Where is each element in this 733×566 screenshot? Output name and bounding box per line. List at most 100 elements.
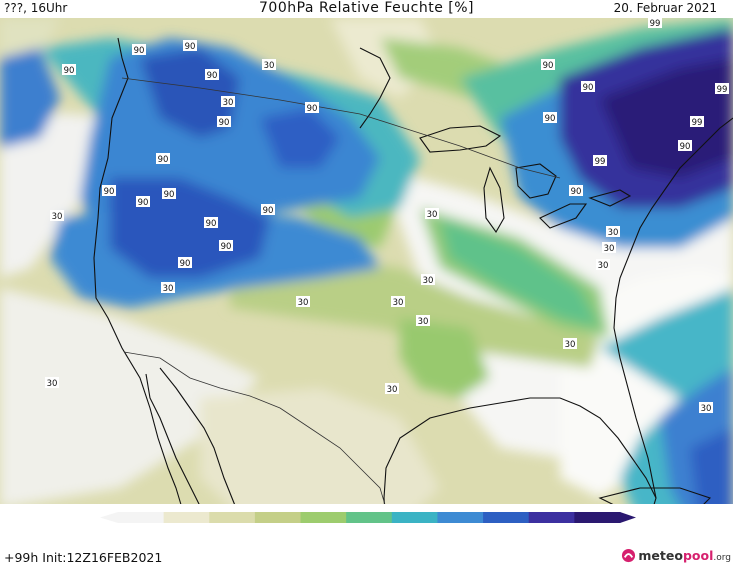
contour-label-text: 30 — [565, 340, 576, 350]
humidity-field — [0, 18, 733, 526]
contour-label: 30 — [262, 59, 276, 71]
colorbar-swatch — [483, 512, 530, 523]
contour-label: 30 — [421, 274, 435, 286]
contour-label: 30 — [221, 96, 235, 108]
contour-label-text: 30 — [387, 385, 398, 395]
contour-label-text: 90 — [221, 242, 232, 252]
colorbar-swatch — [346, 512, 393, 523]
contour-label-text: 99 — [650, 19, 661, 29]
contour-label-box — [132, 44, 146, 55]
contour-label-box — [156, 153, 170, 164]
contour-label: 90 — [162, 188, 176, 200]
contour-label-text: 99 — [692, 118, 703, 128]
contour-label-box — [205, 69, 219, 80]
contour-label: 30 — [596, 259, 610, 271]
contour-label-text: 30 — [423, 276, 434, 286]
contour-label: 99 — [648, 17, 662, 29]
contour-label-box — [219, 240, 233, 251]
contour-label-box — [593, 155, 607, 166]
colorbar-swatch — [163, 512, 210, 523]
contour-label-text: 90 — [680, 142, 691, 152]
contour-label: 90 — [543, 112, 557, 124]
contour-label-text: 90 — [307, 104, 318, 114]
contour-label-box — [421, 274, 435, 285]
forecast-date: 20. Februar 2021 — [613, 1, 717, 15]
contour-label-text: 90 — [543, 61, 554, 71]
contour-label-box — [563, 338, 577, 349]
contour-label: 90 — [581, 81, 595, 93]
contour-label-text: 90 — [185, 42, 196, 52]
contour-label-box — [261, 204, 275, 215]
colorbar-swatch — [209, 512, 256, 523]
contour-label-box — [183, 40, 197, 51]
header-bar: ???, 16Uhr 700hPa Relative Feuchte [%] 2… — [0, 0, 733, 18]
contour-label-box — [416, 315, 430, 326]
contour-label-box — [569, 185, 583, 196]
contour-label: 90 — [305, 102, 319, 114]
contour-label: 90 — [136, 196, 150, 208]
humidity-map-svg: 90 90 90 90 30 30 90 90 90 90 90 90 90 30 90 90 90 30 30 30… — [0, 17, 733, 538]
contour-label-box — [602, 242, 616, 253]
colorbar-swatch — [254, 512, 302, 523]
forecast-time: ???, 16Uhr — [4, 1, 68, 15]
contour-label-text: 30 — [604, 244, 615, 254]
contour-label-text: 90 — [263, 206, 274, 216]
contour-label: 90 — [219, 240, 233, 252]
contour-label-text: 90 — [64, 66, 75, 76]
contour-label-box — [678, 140, 692, 151]
contour-label-text: 90 — [164, 190, 175, 200]
contour-label-box — [305, 102, 319, 113]
contour-label-text: 90 — [180, 259, 191, 269]
brand-accent: pool — [682, 548, 714, 563]
contour-label-box — [50, 210, 64, 221]
contour-label-box — [425, 208, 439, 219]
contour-label: 90 — [541, 59, 555, 71]
contour-label: 90 — [102, 185, 116, 197]
contour-label-text: 90 — [206, 219, 217, 229]
contour-label: 30 — [425, 208, 439, 220]
contour-label: 90 — [62, 64, 76, 76]
contour-label-box — [178, 257, 192, 268]
contour-label: 99 — [593, 155, 607, 167]
colorbar-swatch — [528, 512, 575, 523]
colorbar-swatch — [437, 512, 484, 523]
colorbar-swatch — [300, 512, 347, 523]
colorbar: 5152535455565758595100 — [0, 504, 733, 538]
contour-label-text: 90 — [571, 187, 582, 197]
brand-logo[interactable]: meteopool.org — [621, 548, 731, 563]
contour-label: 90 — [217, 116, 231, 128]
contour-label: 90 — [204, 217, 218, 229]
coastlines — [93, 37, 733, 527]
contour-label: 99 — [690, 116, 704, 128]
contour-label: 30 — [606, 226, 620, 238]
contour-label-box — [102, 185, 116, 196]
contour-label: 30 — [602, 242, 616, 254]
contour-label: 30 — [50, 210, 64, 222]
colorbar-swatch — [574, 512, 621, 523]
humidity-map: 90 90 90 90 30 30 90 90 90 90 90 90 90 30 90 90 90 30 30 30… — [0, 17, 733, 538]
contour-label-box — [596, 259, 610, 270]
contour-label: 90 — [156, 153, 170, 165]
contour-label-box — [262, 59, 276, 70]
contour-label-box — [690, 116, 704, 127]
contour-label: 90 — [178, 257, 192, 269]
contour-label-box — [62, 64, 76, 75]
contour-label-box — [385, 383, 399, 394]
contour-label-box — [543, 112, 557, 123]
colorbar-swatch — [118, 512, 165, 523]
contour-label-box — [136, 196, 150, 207]
footer-bar: +99h Init:12Z16FEB2021 meteopool.org — [0, 526, 733, 566]
colorbar-swatch — [391, 512, 438, 523]
contour-label-box — [606, 226, 620, 237]
contour-label: 90 — [569, 185, 583, 197]
brand-text: meteopool.org — [638, 548, 731, 563]
contour-label-text: 30 — [223, 98, 234, 108]
brand-main: meteo — [638, 548, 683, 563]
contour-label-text: 90 — [158, 155, 169, 165]
contour-label-text: 99 — [595, 157, 606, 167]
contour-label-text: 90 — [134, 46, 145, 56]
contour-label-box — [204, 217, 218, 228]
contour-label-box — [715, 83, 729, 94]
contour-label-text: 99 — [717, 85, 728, 95]
contour-label-text: 30 — [264, 61, 275, 71]
